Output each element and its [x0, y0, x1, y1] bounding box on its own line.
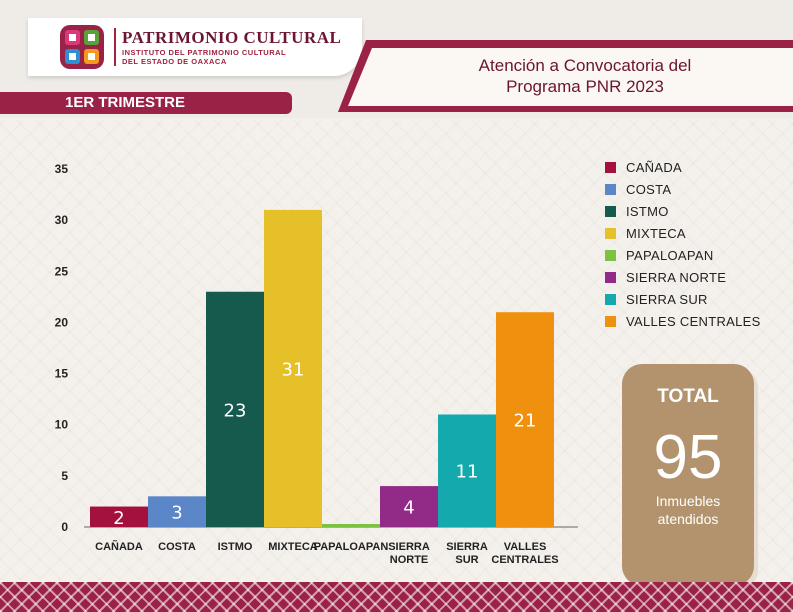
legend-swatch [605, 183, 616, 195]
bar-value-label: 21 [514, 411, 537, 432]
y-tick-label: 15 [55, 367, 69, 381]
x-category-label: ISTMO [218, 541, 253, 553]
total-label: TOTAL [657, 386, 719, 407]
bar [438, 414, 496, 527]
legend-swatch [605, 271, 616, 283]
bar-value-label: 11 [456, 462, 479, 483]
bar [496, 312, 554, 527]
bar-value-label: 23 [224, 400, 247, 421]
bar-value-label: 3 [171, 503, 182, 524]
legend-item: COSTA [605, 178, 761, 200]
y-tick-label: 20 [55, 315, 69, 329]
x-category-label: MIXTECA [268, 541, 318, 553]
x-category-label: PAPALOAPAN [314, 541, 389, 553]
legend-label: CAÑADA [626, 159, 682, 175]
bar [90, 506, 148, 527]
x-category-label: NORTE [390, 554, 429, 566]
x-category-label: SIERRA [446, 541, 488, 553]
legend-item: SIERRA SUR [605, 288, 761, 310]
legend-label: COSTA [626, 181, 672, 197]
logo-subtitle: INSTITUTO DEL PATRIMONIO CULTURAL DEL ES… [122, 48, 286, 66]
total-value: 95 [653, 423, 723, 492]
legend-swatch [605, 293, 616, 305]
footer-pattern-band [0, 582, 793, 612]
legend-swatch [605, 249, 616, 261]
legend-label: ISTMO [626, 203, 669, 219]
legend-label: PAPALOAPAN [626, 247, 714, 263]
period-label: 1ER TRIMESTRE [64, 94, 185, 111]
y-tick-label: 25 [55, 264, 69, 278]
y-tick-label: 10 [55, 418, 69, 432]
report-title: Atención a Convocatoria del Programa PNR… [400, 55, 770, 97]
legend-item: CAÑADA [605, 156, 761, 178]
legend-item: SIERRA NORTE [605, 266, 761, 288]
bar-chart: 0 5 10 15 20 25 30 35 2 CAÑADA 3 COSTA 23 ISTMO 31 MIXT… [55, 162, 578, 566]
bar [148, 496, 206, 527]
legend-swatch [605, 315, 616, 327]
legend-item: PAPALOAPAN [605, 244, 761, 266]
total-subtitle-line2: atendidos [657, 511, 719, 527]
x-category-label: SUR [455, 554, 478, 566]
logo-subtitle-line2: DEL ESTADO DE OAXACA [122, 57, 227, 66]
y-tick-label: 35 [55, 162, 69, 176]
legend-label: VALLES CENTRALES [626, 313, 761, 329]
bar [380, 486, 438, 527]
total-subtitle: Inmuebles atendidos [622, 492, 754, 528]
legend-item: MIXTECA [605, 222, 761, 244]
bar [322, 524, 380, 527]
bar [206, 291, 264, 527]
title-ribbon-inner [348, 48, 793, 106]
x-category-label: COSTA [158, 541, 196, 553]
legend-item: ISTMO [605, 200, 761, 222]
report-title-line1: Atención a Convocatoria del [478, 56, 692, 75]
y-tick-label: 5 [61, 469, 68, 483]
legend-label: MIXTECA [626, 225, 686, 241]
bar-value-label: 4 [403, 498, 414, 519]
legend-label: SIERRA SUR [626, 291, 708, 307]
logo-subtitle-line1: INSTITUTO DEL PATRIMONIO CULTURAL [122, 48, 287, 57]
legend-item: VALLES CENTRALES [605, 310, 761, 332]
legend-label: SIERRA NORTE [626, 269, 727, 285]
chart-legend: CAÑADA COSTA ISTMO MIXTECA PAPALOAPAN SIERRA … [605, 156, 761, 332]
total-card: TOTAL 95 Inmuebles atendidos [622, 364, 754, 586]
institute-logo-icon [60, 25, 104, 69]
x-category-label: SIERRA [388, 541, 430, 553]
report-title-line2: Programa PNR 2023 [506, 77, 664, 96]
bar [264, 209, 322, 527]
bar-value-label: 31 [282, 359, 305, 380]
x-category-label: CENTRALES [491, 554, 558, 566]
bar-value-label: 2 [113, 508, 124, 529]
x-category-label: CAÑADA [95, 540, 143, 553]
logo-divider [114, 28, 116, 66]
logo-title: PATRIMONIO CULTURAL [122, 28, 342, 47]
y-tick-label: 30 [55, 213, 69, 227]
legend-swatch [605, 227, 616, 239]
period-band [0, 92, 292, 114]
logo-card: PATRIMONIO CULTURAL INSTITUTO DEL PATRIM… [28, 18, 362, 76]
legend-swatch [605, 161, 616, 173]
legend-swatch [605, 205, 616, 217]
y-tick-label: 0 [61, 520, 68, 534]
total-subtitle-line1: Inmuebles [655, 493, 721, 509]
x-category-label: VALLES [504, 541, 547, 553]
